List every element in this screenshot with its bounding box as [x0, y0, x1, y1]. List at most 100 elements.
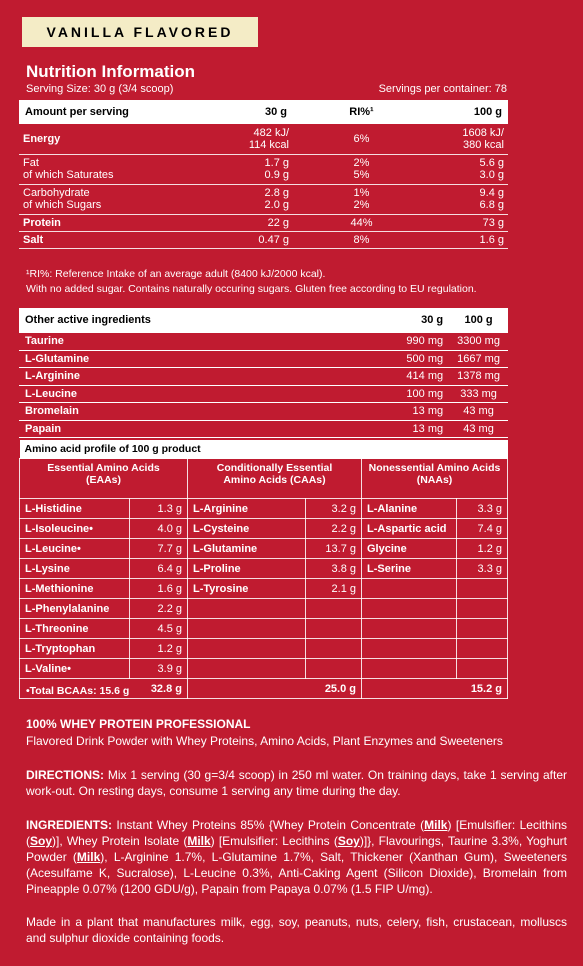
- caa-amino-value: [305, 658, 362, 679]
- ingredient-name: Papain: [19, 420, 168, 438]
- ingredients-text: ) [Emulsifier: Lecithins (: [210, 834, 338, 848]
- total-caa: 25.0 g: [187, 678, 362, 699]
- ingredient-30g: 500 mg: [167, 350, 450, 368]
- sugar-note: With no added sugar. Contains naturally …: [26, 283, 477, 295]
- ingredients-text: Instant Whey Proteins 85% {Whey Protein …: [112, 818, 425, 832]
- ingredient-30g: 100 mg: [167, 385, 450, 403]
- table-row: Bromelain 13 mg 43 mg: [19, 402, 508, 421]
- eaa-amino-name: L-Leucine•: [19, 538, 130, 559]
- caa-amino-name: [187, 618, 306, 639]
- eaa-amino-value: 6.4 g: [129, 558, 188, 579]
- eaa-amino-name: L-Valine•: [19, 658, 130, 679]
- eaa-amino-value: 4.0 g: [129, 518, 188, 539]
- header-other: Other active ingredients: [19, 308, 168, 333]
- header-30g: 30 g: [167, 308, 450, 333]
- table-row: Taurine 990 mg 3300 mg: [19, 332, 508, 351]
- nutrient-30g: 0.47 g: [171, 231, 293, 249]
- header-ri: RI%¹: [293, 100, 430, 124]
- table-row: L-Leucine• 7.7 g L-Glutamine 13.7 g Glycine 1…: [19, 538, 508, 559]
- directions-label: DIRECTIONS:: [26, 768, 104, 782]
- naa-amino-name: [361, 598, 457, 619]
- naa-amino-value: 3.3 g: [456, 558, 508, 579]
- ingredients: INGREDIENTS: Instant Whey Proteins 85% {…: [26, 817, 567, 897]
- eaa-amino-name: L-Histidine: [19, 498, 130, 519]
- header-amount: Amount per serving: [19, 100, 171, 124]
- amino-title: Amino acid profile of 100 g product: [19, 440, 508, 459]
- header-100g: 100 g: [449, 308, 508, 333]
- ingredient-name: Bromelain: [19, 402, 168, 421]
- other-header-row: Other active ingredients 30 g 100 g: [19, 308, 508, 333]
- nutrient-name: Carbohydrate of which Sugars: [19, 184, 171, 215]
- eaa-amino-name: L-Tryptophan: [19, 638, 130, 659]
- table-row: Salt 0.47 g 8% 1.6 g: [19, 231, 508, 249]
- naa-amino-value: [456, 658, 508, 679]
- table-row: Fat of which Saturates 1.7 g 0.9 g 2% 5%…: [19, 154, 508, 185]
- eaa-amino-value: 7.7 g: [129, 538, 188, 559]
- directions: DIRECTIONS: Mix 1 serving (30 g=3/4 scoo…: [26, 767, 567, 799]
- nutrient-100g: 1.6 g: [430, 231, 508, 249]
- ingredients-text: )], Whey Protein Isolate (: [52, 834, 188, 848]
- allergen-statement: Made in a plant that manufactures milk, …: [26, 915, 567, 945]
- caa-amino-value: 3.2 g: [305, 498, 362, 519]
- table-row: L-Glutamine 500 mg 1667 mg: [19, 350, 508, 368]
- eaa-amino-name: L-Lysine: [19, 558, 130, 579]
- group-caa: Conditionally Essential Amino Acids (CAA…: [187, 458, 362, 499]
- naa-amino-name: Glycine: [361, 538, 457, 559]
- ingredient-100g: 333 mg: [449, 385, 508, 403]
- eaa-amino-value: 4.5 g: [129, 618, 188, 639]
- totals-row: 32.8 g 25.0 g 15.2 g: [19, 678, 508, 699]
- table-row: L-Threonine 4.5 g: [19, 618, 508, 639]
- naa-amino-name: L-Alanine: [361, 498, 457, 519]
- amino-rows: L-Histidine 1.3 g L-Arginine 3.2 g L-Alanine…: [19, 498, 508, 679]
- nutrient-ri: 2% 5%: [293, 154, 430, 185]
- naa-amino-value: [456, 638, 508, 659]
- caa-amino-name: L-Arginine: [187, 498, 306, 519]
- nutrient-100g: 1608 kJ/ 380 kcal: [430, 124, 508, 155]
- caa-amino-name: [187, 638, 306, 659]
- nutrient-100g: 73 g: [430, 214, 508, 232]
- nutrient-30g: 2.8 g 2.0 g: [171, 184, 293, 215]
- nutrient-name: Fat of which Saturates: [19, 154, 171, 185]
- group-naa: Nonessential Amino Acids (NAAs): [361, 458, 508, 499]
- naa-amino-name: [361, 578, 457, 599]
- total-eaa: 32.8 g: [19, 678, 188, 699]
- group-eaa: Essential Amino Acids (EAAs): [19, 458, 188, 499]
- table-row: Carbohydrate of which Sugars 2.8 g 2.0 g…: [19, 184, 508, 215]
- servings-per-container: Servings per container: 78: [378, 83, 507, 95]
- caa-amino-name: [187, 658, 306, 679]
- caa-amino-value: 13.7 g: [305, 538, 362, 559]
- nutrient-ri: 8%: [293, 231, 430, 249]
- product-description: Flavored Drink Powder with Whey Proteins…: [26, 734, 503, 748]
- allergen-milk: Milk: [424, 818, 448, 832]
- nutrient-ri: 1% 2%: [293, 184, 430, 215]
- caa-amino-value: [305, 618, 362, 639]
- serving-size: Serving Size: 30 g (3/4 scoop): [26, 83, 174, 95]
- nutrient-name: Energy: [19, 124, 171, 155]
- ingredient-100g: 3300 mg: [449, 332, 508, 351]
- ri-footnote: ¹RI%: Reference Intake of an average adu…: [26, 268, 326, 280]
- table-row: Papain 13 mg 43 mg: [19, 420, 508, 438]
- caa-amino-name: L-Tyrosine: [187, 578, 306, 599]
- nutrition-table: Amount per serving 30 g RI%¹ 100 g Energ…: [19, 100, 508, 249]
- eaa-amino-name: L-Methionine: [19, 578, 130, 599]
- flavor-badge: VANILLA FLAVORED: [22, 17, 258, 47]
- eaa-amino-name: L-Threonine: [19, 618, 130, 639]
- ingredients-label: INGREDIENTS:: [26, 818, 113, 832]
- naa-amino-name: [361, 658, 457, 679]
- ingredient-name: L-Arginine: [19, 367, 168, 386]
- table-row: Protein 22 g 44% 73 g: [19, 214, 508, 232]
- ingredient-100g: 1378 mg: [449, 367, 508, 386]
- caa-amino-name: L-Glutamine: [187, 538, 306, 559]
- naa-amino-name: L-Aspartic acid: [361, 518, 457, 539]
- nutrient-ri: 44%: [293, 214, 430, 232]
- other-ingredients-table: Other active ingredients 30 g 100 g Taur…: [19, 308, 508, 438]
- header-100g: 100 g: [430, 100, 508, 124]
- ingredients-text: )]}, Flavourings, Taurine 3.3%, Yoghurt …: [26, 834, 568, 864]
- ingredient-100g: 1667 mg: [449, 350, 508, 368]
- ingredient-100g: 43 mg: [449, 402, 508, 421]
- naa-amino-value: 1.2 g: [456, 538, 508, 559]
- table-row: L-Isoleucine• 4.0 g L-Cysteine 2.2 g L-Aspar…: [19, 518, 508, 539]
- ingredient-30g: 990 mg: [167, 332, 450, 351]
- caa-amino-value: 3.8 g: [305, 558, 362, 579]
- allergen-milk: Milk: [187, 834, 211, 848]
